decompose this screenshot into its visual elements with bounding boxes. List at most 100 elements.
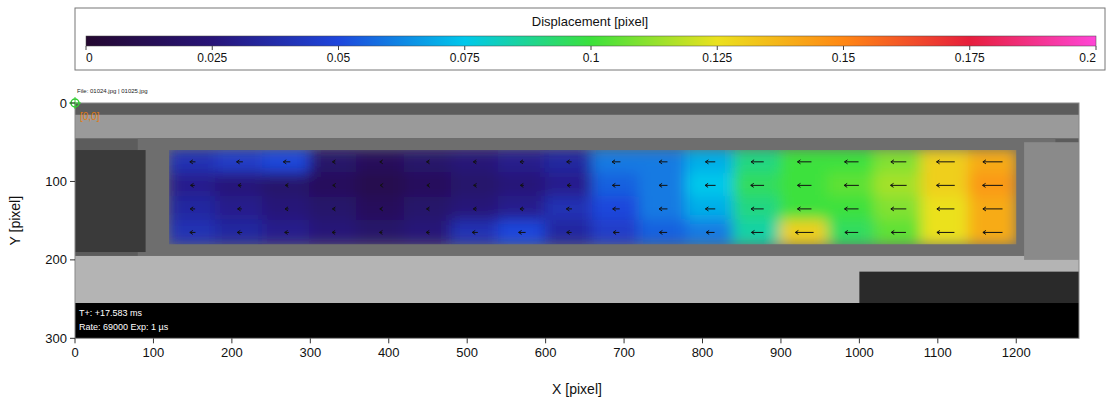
vector-arrow [751, 160, 764, 164]
vector-arrow [937, 230, 955, 234]
heat-cell [169, 220, 217, 245]
file-label: File: 01024.jpg | 01025.jpg [77, 88, 148, 94]
colorbar-tick-label: 0.175 [955, 51, 985, 65]
vector-arrow [797, 183, 811, 187]
heat-cell [780, 196, 829, 222]
photo [1024, 142, 1079, 260]
vector-arrow [797, 207, 811, 211]
vector-arrow [612, 160, 620, 164]
vector-arrow [283, 160, 290, 164]
vector-arrow [705, 160, 715, 164]
heat-cell [451, 196, 500, 222]
heat-cell [780, 173, 829, 199]
vector-arrow [567, 230, 572, 234]
photo [75, 115, 1079, 139]
y-tick [70, 103, 75, 104]
vector-arrow [380, 160, 383, 164]
heat-cell [827, 196, 876, 222]
y-tick-label: 100 [45, 174, 67, 189]
vector-arrow [238, 183, 242, 187]
vector-arrow [751, 183, 764, 187]
y-axis-title: Y [pixel] [7, 196, 23, 246]
photo-strip [75, 303, 1079, 338]
x-tick-label: 700 [613, 345, 635, 360]
x-tick [624, 338, 625, 343]
vector-arrow [473, 207, 477, 211]
heat-cell [498, 220, 547, 245]
x-tick [75, 338, 76, 343]
heat-cell [451, 173, 500, 199]
vector-arrow [659, 207, 667, 211]
heat-cell [403, 196, 452, 222]
colorbar [86, 36, 1096, 46]
heat-cell [169, 150, 217, 175]
vector-arrow [426, 230, 430, 234]
vector-arrow [427, 160, 430, 164]
vector-arrow [190, 160, 196, 164]
vector-arrow [612, 183, 620, 187]
x-tick-label: 800 [692, 345, 714, 360]
heat-cell [639, 173, 688, 199]
heat-cell [639, 220, 688, 245]
heat-cell [545, 173, 594, 199]
x-tick [702, 338, 703, 343]
photo [75, 256, 1079, 303]
vector-arrow [237, 160, 243, 164]
heat-cell [733, 150, 782, 175]
x-tick-label: 600 [535, 345, 557, 360]
vector-arrow [659, 183, 667, 187]
x-tick-label: 200 [221, 345, 243, 360]
vector-arrow [705, 183, 716, 187]
x-tick [780, 338, 781, 343]
heat-cell [403, 150, 452, 175]
y-tick [70, 338, 75, 339]
vector-arrow [937, 183, 955, 187]
vector-arrow [983, 207, 1003, 211]
heat-cell [921, 220, 970, 245]
heat-cell [686, 150, 735, 175]
x-tick-label: 500 [456, 345, 478, 360]
origin-marker [69, 97, 81, 109]
colorbar-title: Displacement [pixel] [532, 14, 648, 29]
vector-arrow [845, 160, 859, 164]
heat-cell [215, 150, 264, 175]
x-tick [231, 338, 232, 343]
x-tick [545, 338, 546, 343]
vector-arrow [751, 230, 763, 234]
heat-cell [403, 220, 452, 245]
vector-arrow [285, 230, 289, 234]
colorbar-tick-label: 0.05 [327, 51, 351, 65]
y-tick [70, 259, 75, 260]
vector-arrow [659, 160, 667, 164]
field [169, 150, 1016, 244]
heat-cell [968, 150, 1016, 175]
vector-arrow [659, 230, 667, 234]
colorbar-tick [843, 46, 844, 50]
x-tick-label: 900 [770, 345, 792, 360]
vector-arrow [520, 160, 524, 164]
vector-arrow [706, 230, 714, 234]
vector-arrow [190, 230, 196, 234]
heat-cell [498, 150, 547, 175]
colorbar-tick [86, 46, 87, 50]
heat-cell [592, 196, 641, 222]
y-tick-label: 200 [45, 252, 67, 267]
vector-arrow [380, 230, 383, 234]
y-tick-label: 0 [60, 96, 67, 111]
vector-arrow [845, 230, 858, 234]
vector-arrow [751, 207, 764, 211]
x-tick [859, 338, 860, 343]
heat-cell [356, 196, 405, 222]
photo [75, 103, 1079, 338]
vector-arrow [191, 183, 195, 187]
heat-cell [169, 196, 217, 222]
colorbar-tick [1096, 46, 1097, 50]
heat-cell [356, 220, 405, 245]
heat-cell [921, 173, 970, 199]
vector-arrow [567, 183, 571, 187]
vector-arrow [474, 183, 477, 187]
heat-cell [592, 173, 641, 199]
heat-cell [403, 173, 452, 199]
heat-cell [874, 173, 923, 199]
heat-cell [921, 150, 970, 175]
